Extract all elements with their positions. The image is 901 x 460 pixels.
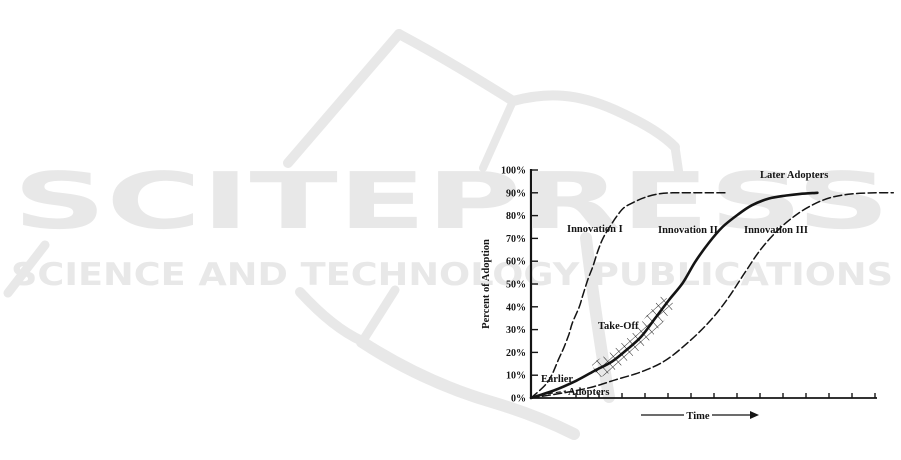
watermark-subtitle-text: SCIENCE AND TECHNOLOGY PUBLICATIONS xyxy=(11,257,893,293)
x-axis-title: Time xyxy=(686,411,709,422)
x-axis-ticks xyxy=(575,393,876,398)
innovation1-label: Innovation I xyxy=(567,224,623,235)
x-axis-title-group: Time xyxy=(641,411,759,422)
take-off-label: Take-Off xyxy=(598,321,639,332)
open-book-logo-icon xyxy=(3,29,684,298)
y-axis-ticks: 0% 10% 20% 30% 40% 50% 60% 70% 80% 90% 100% xyxy=(501,166,538,405)
series-curves xyxy=(529,191,895,400)
y-tick-label: 20% xyxy=(506,348,526,359)
y-tick-label: 0% xyxy=(511,394,526,405)
takeoff-hatch-path xyxy=(590,294,676,379)
y-tick-label: 60% xyxy=(506,257,526,268)
y-tick-label: 90% xyxy=(506,188,526,199)
earlier-adopters-label-line1: Earlier xyxy=(541,374,573,385)
watermark-brand-text: SCITEPRESS xyxy=(13,157,890,247)
later-adopters-label: Later Adopters xyxy=(760,170,828,181)
y-tick-label: 30% xyxy=(506,325,526,336)
curve-innovation-i xyxy=(530,191,729,399)
scitepress-watermark: SCITEPRESS SCIENCE AND TECHNOLOGY PUBLIC… xyxy=(3,29,893,440)
earlier-adopters-label-line2: Adopters xyxy=(568,387,609,398)
bird-swoosh-icon xyxy=(295,232,615,440)
adopters-leader-line xyxy=(539,390,567,396)
y-tick-label: 50% xyxy=(506,280,526,291)
innovation2-label: Innovation II xyxy=(658,225,718,236)
y-axis-title: Percent of Adoption xyxy=(481,239,492,329)
adoption-s-curve-chart: 0% 10% 20% 30% 40% 50% 60% 70% 80% 90% 100% Percen… xyxy=(481,166,895,422)
curve-innovation-ii xyxy=(529,191,819,400)
time-arrowhead-icon xyxy=(750,411,759,419)
y-tick-label: 100% xyxy=(501,166,526,177)
y-tick-label: 10% xyxy=(506,371,526,382)
curve-innovation-iii xyxy=(530,191,895,399)
takeoff-hatch-band xyxy=(590,294,676,379)
y-tick-label: 80% xyxy=(506,211,526,222)
y-tick-label: 70% xyxy=(506,234,526,245)
innovation3-label: Innovation III xyxy=(744,225,808,236)
y-tick-label: 40% xyxy=(506,302,526,313)
